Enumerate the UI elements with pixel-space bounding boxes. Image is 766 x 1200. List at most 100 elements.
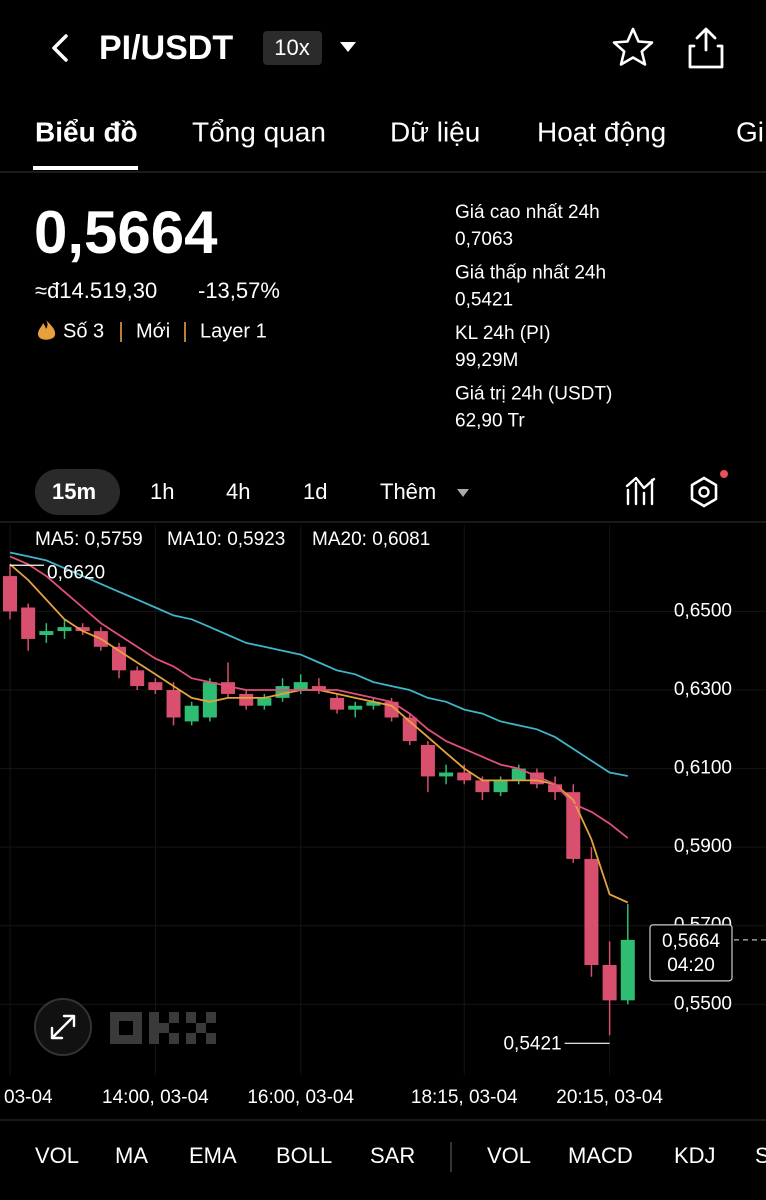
- indicator-button[interactable]: [625, 476, 656, 506]
- price-change: -13,57%: [198, 278, 280, 303]
- share-button[interactable]: [688, 27, 724, 69]
- x-tick-label: 18:15, 03-04: [411, 1087, 518, 1108]
- stat-value: 0,7063: [455, 229, 513, 250]
- max-label: 0,6620: [47, 562, 105, 583]
- candle-body: [548, 784, 563, 793]
- candle-body: [420, 745, 435, 777]
- plot-area: [0, 525, 766, 1075]
- legend-entry: MA5: 0,5759: [35, 529, 143, 550]
- candle-body: [511, 768, 526, 781]
- indicator-tab[interactable]: EMA: [189, 1143, 237, 1168]
- leverage-label: 10x: [274, 35, 309, 60]
- stat-value: 62,90 Tr: [455, 411, 525, 432]
- candle-body: [57, 627, 72, 632]
- interval-option[interactable]: 4h: [226, 479, 250, 504]
- interval-option[interactable]: Thêm: [380, 479, 436, 504]
- ma-line: [9, 551, 628, 777]
- legend-entry: MA10: 0,5923: [167, 529, 285, 550]
- candle-body: [311, 686, 326, 690]
- candle-body: [584, 858, 599, 965]
- x-tick-label: 03-04: [4, 1087, 53, 1108]
- y-tick-label: 0,5900: [674, 836, 732, 857]
- candle-body: [130, 670, 145, 687]
- interval-bar: 15m 1h 4h 1d Thêm: [52, 479, 436, 504]
- tab[interactable]: Tổng quan: [192, 116, 326, 147]
- tag: Số 3: [63, 320, 104, 342]
- stats-panel: Giá cao nhất 24h 0,7063 Giá thấp nhất 24h 0…: [455, 202, 612, 432]
- candle-body: [202, 682, 217, 718]
- tab[interactable]: Biểu đồ: [35, 116, 138, 147]
- y-tick-label: 0,5500: [674, 993, 732, 1014]
- tab[interactable]: Gi: [736, 116, 764, 147]
- active-tab-underline: [33, 166, 138, 170]
- stat-label: Giá thấp nhất 24h: [455, 263, 606, 284]
- candle-body: [21, 607, 36, 639]
- x-tick-label: 16:00, 03-04: [247, 1087, 354, 1108]
- indicator-tab[interactable]: SAR: [370, 1143, 415, 1168]
- candle-body: [348, 705, 363, 710]
- back-button[interactable]: [52, 34, 68, 62]
- countdown-label: 04:20: [667, 955, 715, 976]
- candle-body: [239, 693, 254, 706]
- indicator-tab[interactable]: MA: [115, 1143, 148, 1168]
- interval-option[interactable]: 1d: [303, 479, 327, 504]
- candle-body: [330, 697, 345, 710]
- last-price-tag-label: 0,5664: [662, 931, 721, 952]
- tab[interactable]: Hoạt động: [537, 116, 666, 147]
- favorite-button[interactable]: [612, 27, 654, 66]
- stat-label: Giá cao nhất 24h: [455, 202, 600, 223]
- candle-body: [439, 772, 454, 777]
- stat-value: 0,5421: [455, 290, 513, 311]
- indicator-tab[interactable]: KDJ: [674, 1143, 716, 1168]
- y-tick-label: 0,6300: [674, 679, 732, 700]
- x-tick-label: 14:00, 03-04: [102, 1087, 209, 1108]
- y-tick-label: 0,6500: [674, 600, 732, 621]
- candle-body: [3, 576, 17, 612]
- indicator-tab[interactable]: BOLL: [276, 1143, 332, 1168]
- candle-body: [257, 697, 272, 706]
- interval-option[interactable]: 1h: [150, 479, 174, 504]
- legend-entry: MA20: 0,6081: [312, 529, 430, 550]
- tab[interactable]: Dữ liệu: [390, 116, 480, 147]
- indicator-bar: VOL MA EMA BOLL SAR VOL MACD KDJ S: [35, 1143, 766, 1168]
- candlestick-chart: 0,65000,63000,61000,59000,57000,550003-0…: [0, 525, 766, 1108]
- active-interval-pill: [35, 469, 120, 515]
- indicator-tab[interactable]: MACD: [568, 1143, 633, 1168]
- expand-button[interactable]: [34, 998, 92, 1056]
- candle-body: [475, 780, 490, 793]
- candle-body: [75, 627, 90, 632]
- candle-body: [620, 939, 635, 1001]
- stat-value: 99,29M: [455, 350, 518, 371]
- min-label: 0,5421: [503, 1033, 561, 1054]
- candle-body: [602, 965, 617, 1001]
- settings-button[interactable]: [690, 470, 728, 508]
- interval-option[interactable]: 15m: [52, 479, 96, 504]
- candle-body: [166, 690, 181, 718]
- tag: Mới: [136, 320, 170, 342]
- candle-body: [493, 780, 508, 793]
- candle-body: [566, 792, 581, 859]
- x-tick-label: 20:15, 03-04: [556, 1087, 663, 1108]
- leverage-badge: [263, 31, 322, 65]
- candle-body: [39, 631, 54, 635]
- more-dropdown[interactable]: [457, 489, 469, 497]
- candle-body: [221, 682, 236, 694]
- y-tick-label: 0,6100: [674, 758, 732, 779]
- candle-body: [148, 682, 163, 690]
- candle-body: [457, 772, 472, 781]
- indicator-tab[interactable]: VOL: [35, 1143, 79, 1168]
- last-price-tag: [649, 924, 733, 982]
- candle-body: [293, 682, 308, 690]
- candle-body: [366, 701, 381, 706]
- pair-dropdown[interactable]: [340, 42, 356, 52]
- tab-bar: Biểu đồ Tổng quan Dữ liệu Hoạt động Gi: [35, 116, 764, 147]
- candle-body: [529, 772, 544, 785]
- stat-label: Giá trị 24h (USDT): [455, 384, 612, 405]
- indicator-tab[interactable]: VOL: [487, 1143, 531, 1168]
- ma-line: [9, 555, 629, 839]
- indicator-tab[interactable]: S: [755, 1143, 766, 1168]
- pair-title: PI/USDT: [99, 29, 233, 67]
